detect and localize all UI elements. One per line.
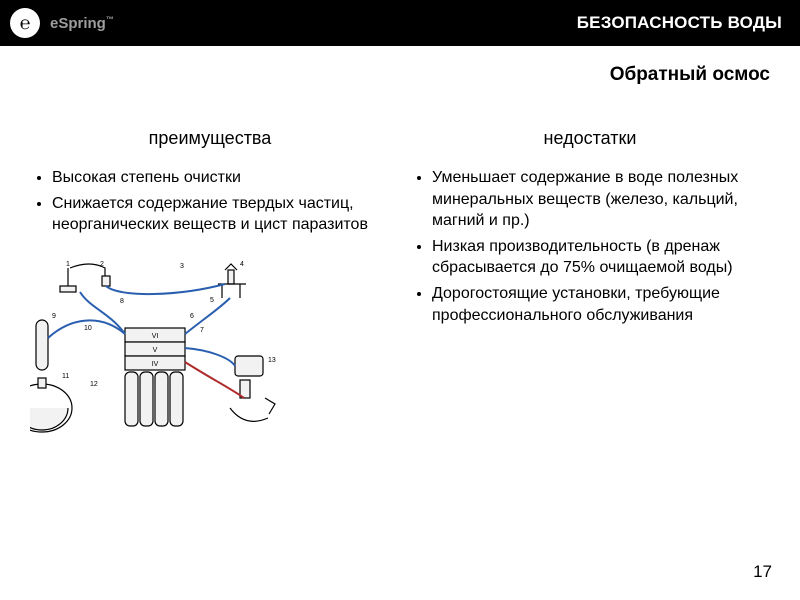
list-item: Снижается содержание твердых частиц, нео… [52, 193, 390, 236]
svg-text:13: 13 [268, 357, 276, 364]
svg-text:8: 8 [120, 298, 124, 305]
svg-text:2: 2 [100, 261, 104, 268]
svg-text:11: 11 [62, 373, 69, 380]
disadvantages-title: недостатки [410, 128, 770, 149]
page-number: 17 [753, 562, 772, 582]
svg-text:7: 7 [200, 327, 204, 334]
brand-tm: ™ [106, 15, 114, 24]
advantages-title: преимущества [30, 128, 390, 149]
content-columns: преимущества Высокая степень очистки Сни… [0, 86, 800, 453]
page-subtitle: Обратный осмос [0, 46, 800, 86]
brand-name-text: eSpring [50, 15, 106, 32]
brand: ℮ eSpring™ [10, 8, 114, 38]
brand-name: eSpring™ [50, 15, 114, 32]
osmosis-diagram: VI V IV 1 [30, 258, 290, 448]
svg-text:5: 5 [210, 297, 214, 304]
svg-text:10: 10 [84, 325, 92, 332]
list-item: Уменьшает содержание в воде полезных мин… [432, 167, 770, 232]
svg-text:4: 4 [240, 261, 244, 268]
list-item: Высокая степень очистки [52, 167, 390, 189]
svg-text:12: 12 [90, 381, 98, 388]
disadvantages-list: Уменьшает содержание в воде полезных мин… [410, 167, 770, 326]
advantages-column: преимущества Высокая степень очистки Сни… [30, 128, 390, 453]
header-bar: ℮ eSpring™ БЕЗОПАСНОСТЬ ВОДЫ [0, 0, 800, 46]
svg-text:6: 6 [190, 313, 194, 320]
list-item: Низкая производительность (в дренаж сбра… [432, 236, 770, 279]
header-section-title: БЕЗОПАСНОСТЬ ВОДЫ [577, 13, 782, 33]
svg-text:VI: VI [152, 333, 159, 340]
svg-text:V: V [153, 347, 158, 354]
brand-logo-icon: ℮ [10, 8, 40, 38]
list-item: Дорогостоящие установки, требующие профе… [432, 283, 770, 326]
svg-text:9: 9 [52, 313, 56, 320]
advantages-list: Высокая степень очистки Снижается содерж… [30, 167, 390, 236]
svg-text:1: 1 [66, 261, 70, 268]
disadvantages-column: недостатки Уменьшает содержание в воде п… [410, 128, 770, 453]
svg-text:3: 3 [180, 263, 184, 270]
svg-text:IV: IV [152, 361, 159, 368]
